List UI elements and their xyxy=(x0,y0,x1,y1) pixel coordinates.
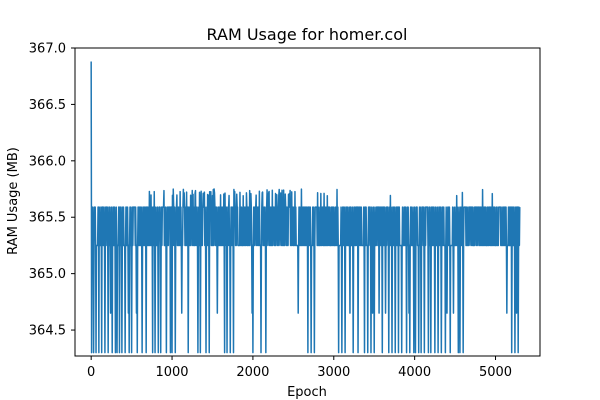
x-tick-label: 0 xyxy=(87,365,95,380)
x-tick-label: 2000 xyxy=(236,365,269,380)
x-axis: 0 1000 2000 3000 4000 5000 xyxy=(87,356,512,380)
y-tick-label: 366.5 xyxy=(29,98,66,113)
x-axis-label: Epoch xyxy=(287,385,327,400)
y-tick-label: 365.0 xyxy=(29,267,66,282)
x-tick-label: 4000 xyxy=(398,365,431,380)
plot-frame xyxy=(74,47,541,357)
x-tick-label: 3000 xyxy=(317,365,350,380)
y-tick-label: 364.5 xyxy=(29,324,66,339)
chart-title: RAM Usage for homer.col xyxy=(207,25,408,44)
x-tick-label: 1000 xyxy=(155,365,188,380)
y-tick-label: 366.0 xyxy=(29,154,66,169)
y-tick-label: 367.0 xyxy=(29,42,66,57)
series-line xyxy=(90,61,521,354)
y-axis: 364.5 365.0 365.5 366.0 366.5 367.0 xyxy=(29,42,75,339)
x-tick-label: 5000 xyxy=(479,365,512,380)
y-tick-label: 365.5 xyxy=(29,211,66,226)
y-axis-label: RAM Usage (MB) xyxy=(6,147,21,255)
plot-area xyxy=(74,47,541,357)
